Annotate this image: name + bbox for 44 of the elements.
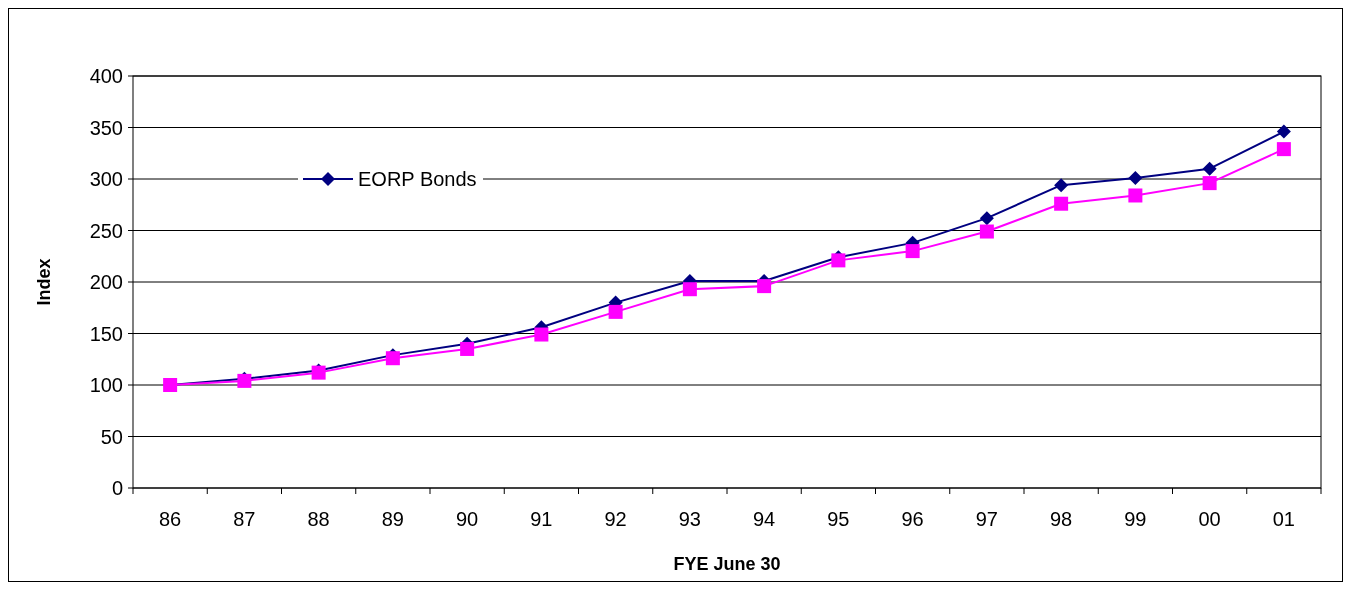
legend-label: EORP Bonds xyxy=(358,168,477,190)
y-tick-label: 250 xyxy=(89,219,123,242)
y-tick-label: 400 xyxy=(89,65,123,87)
x-tick-label: 00 xyxy=(1198,508,1221,530)
x-tick-label: 90 xyxy=(456,508,479,530)
x-axis-title: FYE June 30 xyxy=(673,554,781,574)
point xyxy=(1054,196,1069,211)
x-tick-label: 97 xyxy=(975,508,998,530)
x-tick-label: 87 xyxy=(233,508,256,530)
y-axis-title: Index xyxy=(34,258,54,306)
x-tick-label: 91 xyxy=(530,508,553,530)
y-tick-label: 50 xyxy=(100,425,123,448)
point xyxy=(979,211,994,226)
point xyxy=(1276,142,1291,157)
x-tick-label: 99 xyxy=(1124,508,1147,530)
point xyxy=(608,304,623,319)
y-tick-label: 350 xyxy=(89,116,123,139)
x-tick-label: 92 xyxy=(604,508,627,530)
x-tick-label: 89 xyxy=(381,508,404,530)
y-tick-label: 300 xyxy=(89,168,123,190)
point xyxy=(460,341,475,356)
x-tick-label: 95 xyxy=(827,508,850,530)
x-tick-label: 98 xyxy=(1050,508,1073,530)
x-tick-label: 96 xyxy=(901,508,924,530)
y-tick-label: 0 xyxy=(111,477,123,499)
x-tick-label: 01 xyxy=(1272,508,1295,530)
x-tick-label: 93 xyxy=(678,508,701,530)
x-tick-label: 88 xyxy=(307,508,330,530)
y-tick-label: 200 xyxy=(89,271,123,293)
y-tick-label: 100 xyxy=(89,374,123,396)
point xyxy=(1276,124,1291,139)
point xyxy=(682,282,697,297)
point xyxy=(905,244,920,259)
point xyxy=(1128,170,1143,185)
point xyxy=(1202,161,1217,176)
point xyxy=(757,279,772,294)
x-tick-label: 86 xyxy=(159,508,182,530)
point xyxy=(1128,188,1143,203)
point xyxy=(1202,176,1217,191)
point xyxy=(1054,178,1069,193)
point xyxy=(979,224,994,239)
y-tick-label: 150 xyxy=(89,322,123,345)
x-tick-label: 94 xyxy=(753,508,776,530)
point xyxy=(534,327,549,342)
